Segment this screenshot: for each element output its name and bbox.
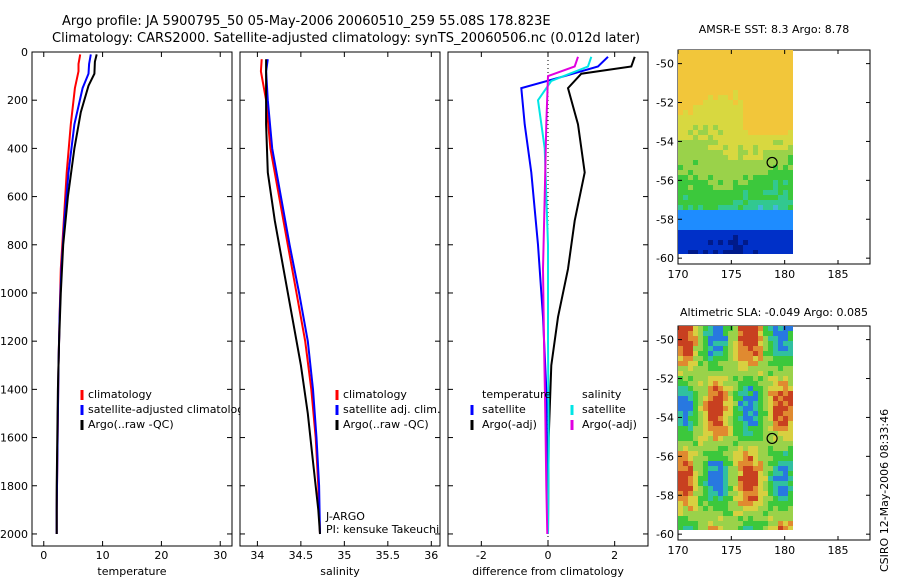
temperature-legend-label: satellite-adjusted climatology	[88, 403, 251, 416]
salinity-xtick-label: 34	[250, 549, 264, 562]
difference-legend-label: Argo(-adj)	[582, 418, 637, 431]
altimetric_sla-ytick-label: -60	[656, 528, 674, 541]
difference-series-temperature-argo-adj-	[547, 56, 636, 535]
temperature-ytick-label: 400	[7, 142, 28, 155]
difference-legend-label: Argo(-adj)	[482, 418, 537, 431]
altimetric_sla-xtick-label: 170	[668, 544, 689, 557]
amsre_sst-xtick-label: 170	[668, 268, 689, 281]
amsre_sst-ytick-label: -52	[656, 97, 674, 110]
salinity-annotation: J-ARGO	[325, 510, 365, 523]
salinity-legend-label: satellite adj. clim.	[343, 403, 440, 416]
salinity-xtick-label: 34.5	[289, 549, 314, 562]
temperature-xtick-label: 0	[40, 549, 47, 562]
salinity-series-argo-raw-qc-	[265, 59, 321, 535]
amsre_sst-ytick-label: -54	[656, 135, 674, 148]
salinity-axes-box	[239, 51, 441, 547]
temperature-xtick-label: 10	[96, 549, 110, 562]
temperature-ytick-label: 1400	[0, 383, 28, 396]
altimetric_sla-title: Altimetric SLA: -0.049 Argo: 0.085	[680, 306, 868, 319]
amsre_sst-raster	[678, 50, 793, 254]
temperature-ytick-label: 1800	[0, 480, 28, 493]
temperature-xtick-label: 20	[154, 549, 168, 562]
temperature-axes-box	[31, 51, 233, 547]
amsre_sst-title: AMSR-E SST: 8.3 Argo: 8.78	[699, 23, 850, 36]
temperature-ytick-label: 200	[7, 94, 28, 107]
temperature-ytick-label: 1600	[0, 432, 28, 445]
temperature-legend-label: climatology	[88, 388, 152, 401]
difference-legend-label: satellite	[582, 403, 626, 416]
figure-title-line1: Argo profile: JA 5900795_50 05-May-2006 …	[62, 14, 551, 29]
difference-legend-label: satellite	[482, 403, 526, 416]
amsre_sst-ytick-label: -58	[656, 213, 674, 226]
salinity-annotation: PI: kensuke Takeuchi	[326, 523, 439, 536]
temperature-xlabel: temperature	[97, 565, 166, 578]
altimetric_sla-ytick-label: -50	[656, 334, 674, 347]
salinity-xtick-label: 36	[424, 549, 438, 562]
difference-xtick-label: -2	[476, 549, 487, 562]
altimetric_sla-ytick-label: -58	[656, 489, 674, 502]
temperature-xtick-label: 30	[213, 549, 227, 562]
amsre_sst-xtick-label: 175	[721, 268, 742, 281]
amsre_sst-ytick-label: -60	[656, 252, 674, 265]
temperature-legend-label: Argo(..raw -QC)	[88, 418, 174, 431]
altimetric_sla-raster	[678, 326, 793, 530]
altimetric_sla-xtick-label: 180	[774, 544, 795, 557]
salinity-series-satellite-adj-clim-	[265, 59, 321, 535]
difference-xlabel: difference from climatology	[472, 565, 624, 578]
altimetric_sla-argo-marker	[766, 432, 778, 445]
difference-xtick-label: 0	[545, 549, 552, 562]
altimetric_sla-xtick-label: 175	[721, 544, 742, 557]
temperature-ytick-label: 800	[7, 239, 28, 252]
salinity-xtick-label: 35	[337, 549, 351, 562]
difference-xtick-label: 2	[611, 549, 618, 562]
salinity-legend-label: climatology	[343, 388, 407, 401]
difference-legend-header: salinity	[582, 388, 622, 401]
altimetric_sla-ytick-label: -56	[656, 450, 674, 463]
altimetric_sla-ytick-label: -54	[656, 411, 674, 424]
salinity-legend-label: Argo(..raw -QC)	[343, 418, 429, 431]
difference-series-salinity-satellite	[536, 56, 593, 535]
amsre_sst-ytick-label: -50	[656, 58, 674, 71]
altimetric_sla-ytick-label: -52	[656, 373, 674, 386]
difference-series-temperature-satellite	[520, 56, 609, 535]
salinity-xlabel: salinity	[320, 565, 360, 578]
temperature-series-argo-raw-qc-	[55, 54, 98, 534]
salinity-xtick-label: 35.5	[376, 549, 401, 562]
difference-series-salinity-argo-adj-	[541, 56, 579, 535]
temperature-ytick-label: 0	[21, 46, 28, 59]
difference-legend-header: temperature	[482, 388, 551, 401]
amsre_sst-xtick-label: 180	[774, 268, 795, 281]
temperature-ytick-label: 2000	[0, 528, 28, 541]
altimetric_sla-xtick-label: 185	[828, 544, 849, 557]
temperature-ytick-label: 1000	[0, 287, 28, 300]
figure-title-line2: Climatology: CARS2000. Satellite-adjuste…	[52, 31, 641, 46]
amsre_sst-ytick-label: -56	[656, 174, 674, 187]
temperature-ytick-label: 1200	[0, 335, 28, 348]
amsre_sst-xtick-label: 185	[828, 268, 849, 281]
amsre_sst-argo-marker	[766, 156, 778, 169]
temperature-ytick-label: 600	[7, 191, 28, 204]
